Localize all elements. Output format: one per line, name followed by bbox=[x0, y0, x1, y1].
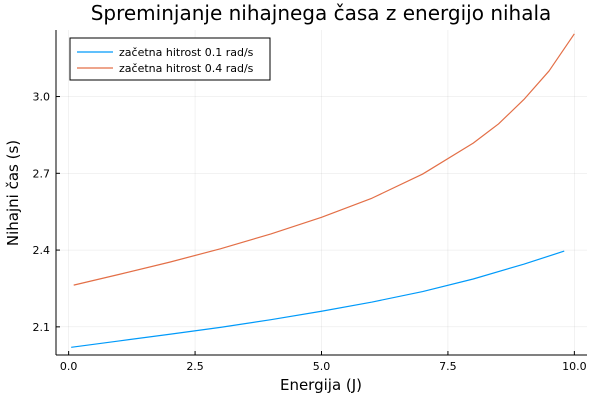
series-line-1 bbox=[71, 250, 565, 348]
legend: začetna hitrost 0.1 rad/s začetna hitros… bbox=[69, 37, 271, 81]
grid bbox=[56, 30, 587, 355]
y-axis-label: Nihajni čas (s) bbox=[4, 140, 22, 246]
legend-box bbox=[69, 37, 271, 81]
x-tick-label: 5.0 bbox=[313, 360, 331, 373]
y-tick-label: 2.7 bbox=[33, 167, 51, 180]
x-tick-label: 2.5 bbox=[186, 360, 204, 373]
legend-label-1: začetna hitrost 0.1 rad/s bbox=[119, 46, 254, 59]
y-tick-label: 2.4 bbox=[33, 244, 51, 257]
y-tick-label: 2.1 bbox=[33, 321, 51, 334]
x-axis-label: Energija (J) bbox=[280, 376, 362, 394]
x-ticks: 0.0 2.5 5.0 7.5 10.0 bbox=[60, 351, 587, 373]
chart-title: Spreminjanje nihajnega časa z energijo n… bbox=[91, 1, 552, 25]
legend-label-2: začetna hitrost 0.4 rad/s bbox=[119, 62, 254, 75]
series-line-2 bbox=[73, 33, 575, 286]
y-ticks: 2.1 2.4 2.7 3.0 bbox=[33, 91, 60, 334]
x-tick-label: 0.0 bbox=[60, 360, 78, 373]
series bbox=[71, 33, 575, 348]
x-tick-label: 7.5 bbox=[439, 360, 457, 373]
x-tick-label: 10.0 bbox=[562, 360, 587, 373]
y-tick-label: 3.0 bbox=[33, 91, 51, 104]
